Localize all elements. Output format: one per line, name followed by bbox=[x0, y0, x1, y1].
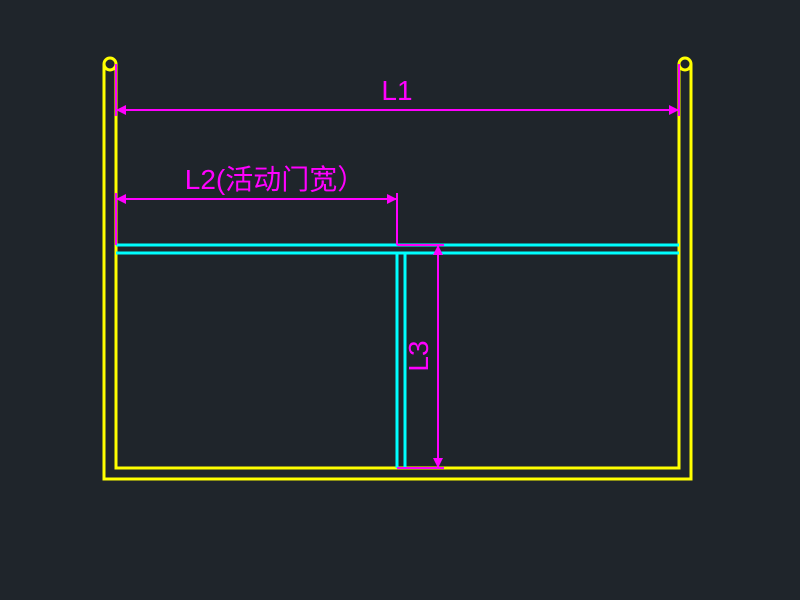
cad-drawing: L1 L2(活动门宽） L3 bbox=[0, 0, 800, 600]
dimension-l1-label: L1 bbox=[381, 75, 412, 106]
dimension-l2-label: L2(活动门宽） bbox=[185, 164, 365, 195]
dimension-l3-label: L3 bbox=[403, 340, 434, 371]
